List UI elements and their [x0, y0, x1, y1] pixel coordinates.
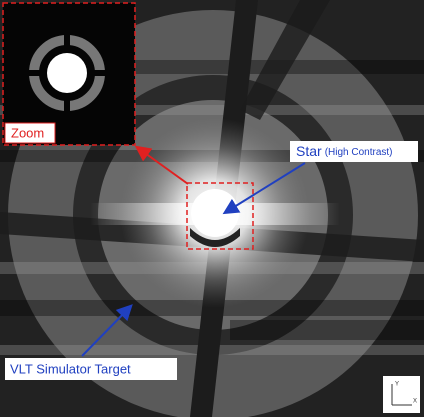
axis-x-label: X — [413, 399, 417, 405]
star-arrow — [222, 162, 306, 215]
axis-icon: Y X — [383, 376, 420, 413]
star-name: Star — [296, 143, 322, 159]
zoom-label: Zoom — [11, 125, 44, 140]
target-callout: VLT Simulator Target — [5, 304, 177, 380]
target-label: VLT Simulator Target — [10, 361, 131, 376]
zoom-region — [186, 182, 254, 250]
zoom-inset: Zoom — [2, 2, 136, 146]
star-note: (High Contrast) — [325, 147, 393, 158]
star-label: Star (High Contrast) — [296, 143, 393, 159]
target-arrow — [81, 304, 133, 357]
zoom-arrow — [134, 145, 189, 185]
axis-y-label: Y — [395, 382, 399, 388]
star-callout: Star (High Contrast) — [222, 141, 418, 215]
